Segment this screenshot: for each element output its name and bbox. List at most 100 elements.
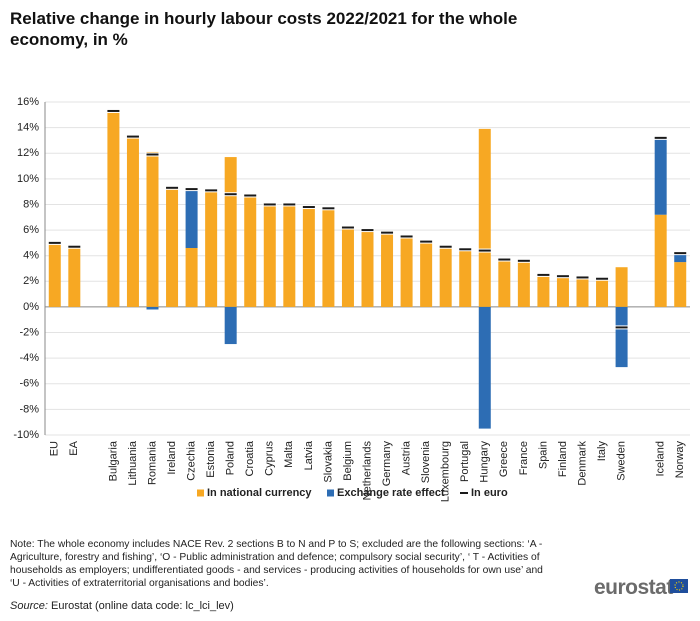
bar xyxy=(537,274,550,307)
x-tick-label: Germany xyxy=(381,441,393,487)
bar xyxy=(185,189,198,249)
x-tick-label: Latvia xyxy=(303,440,315,470)
bar xyxy=(576,277,589,307)
logo-text: eurostat xyxy=(594,576,673,599)
bar xyxy=(283,204,296,307)
legend-swatch xyxy=(327,489,334,497)
x-tick-label: Estonia xyxy=(205,440,217,478)
bar xyxy=(556,276,569,307)
bar xyxy=(615,306,628,368)
x-tick-label: France xyxy=(518,441,530,475)
y-tick-label: -6% xyxy=(19,378,39,390)
bar xyxy=(654,137,667,215)
y-tick-label: -10% xyxy=(13,429,39,441)
legend-label: In euro xyxy=(471,487,508,499)
x-tick-label: Greece xyxy=(498,441,510,477)
x-tick-label: Romania xyxy=(146,440,158,485)
note-line: Agriculture, forestry and fishing’, ‘O -… xyxy=(10,552,540,563)
y-tick-label: -8% xyxy=(19,403,39,415)
bar xyxy=(517,260,530,307)
legend-label: In national currency xyxy=(207,487,312,499)
x-tick-label: Croatia xyxy=(244,440,256,476)
x-tick-label: Spain xyxy=(537,441,549,469)
bar xyxy=(322,208,335,307)
bar xyxy=(400,236,413,307)
y-tick-label: -2% xyxy=(19,326,39,338)
y-tick-label: 2% xyxy=(23,275,39,287)
bar xyxy=(224,306,237,345)
source-text: Eurostat (online data code: lc_lci_lev) xyxy=(50,600,234,612)
x-tick-label: Finland xyxy=(557,441,569,477)
x-tick-label: Lithuania xyxy=(127,440,139,486)
bar xyxy=(420,241,433,307)
x-tick-label: Sweden xyxy=(615,441,627,481)
x-tick-label: Hungary xyxy=(479,441,491,483)
x-tick-label: Netherlands xyxy=(361,441,373,501)
bar xyxy=(361,230,374,307)
x-tick-label: Iceland xyxy=(655,441,667,476)
y-tick-label: 14% xyxy=(17,122,39,134)
source: Source: Eurostat (online data code: lc_l… xyxy=(10,600,234,612)
y-tick-label: 10% xyxy=(17,173,39,185)
x-tick-label: Poland xyxy=(225,441,237,475)
bar xyxy=(146,306,159,310)
bar xyxy=(185,248,198,307)
bar xyxy=(498,259,511,307)
note: Note: The whole economy includes NACE Re… xyxy=(10,538,543,590)
y-tick-label: -4% xyxy=(19,352,39,364)
bar xyxy=(244,195,257,307)
source-label: Source: xyxy=(10,600,48,612)
note-line: households as employers; undifferentiate… xyxy=(10,565,543,576)
legend-swatch xyxy=(197,489,204,497)
x-tick-label: Malta xyxy=(283,440,295,468)
bar xyxy=(205,190,218,307)
bar xyxy=(439,246,452,307)
bar xyxy=(263,204,276,307)
x-tick-label: EU xyxy=(49,441,61,456)
y-tick-label: 6% xyxy=(23,224,39,236)
x-tick-label: Bulgaria xyxy=(107,440,119,481)
bar xyxy=(224,157,237,307)
logo: eurostat xyxy=(594,576,688,600)
note-line: ‘U - Activities of extraterritorial orga… xyxy=(10,578,269,589)
bar xyxy=(381,232,394,307)
legend-label: Exchange rate effect xyxy=(337,487,445,499)
bar xyxy=(596,278,609,307)
x-tick-label: Belgium xyxy=(342,441,354,481)
x-tick-label: Norway xyxy=(674,441,686,479)
x-tick-label: Luxembourg xyxy=(440,441,452,502)
x-tick-label: Portugal xyxy=(459,441,471,482)
y-tick-label: 0% xyxy=(23,301,39,313)
x-tick-label: Slovenia xyxy=(420,440,432,483)
eu-flag xyxy=(670,579,688,593)
bar xyxy=(478,128,491,307)
bar xyxy=(126,136,139,307)
x-tick-label: Italy xyxy=(596,441,608,462)
bar xyxy=(654,214,667,307)
x-tick-label: Czechia xyxy=(185,440,197,481)
bar xyxy=(146,151,159,307)
y-tick-label: 4% xyxy=(23,250,39,262)
y-tick-label: 8% xyxy=(23,198,39,210)
bar xyxy=(674,253,687,263)
x-tick-label: EA xyxy=(68,440,80,455)
y-tick-label: 16% xyxy=(17,96,39,108)
x-tick-label: Cyprus xyxy=(264,441,276,476)
bar xyxy=(341,227,354,307)
bar xyxy=(48,242,61,307)
x-tick-label: Denmark xyxy=(576,441,588,486)
bar xyxy=(68,246,81,307)
bar xyxy=(615,267,628,307)
y-tick-label: 12% xyxy=(17,147,39,159)
bar xyxy=(166,187,179,307)
x-tick-label: Slovakia xyxy=(322,440,334,482)
bar xyxy=(302,207,315,307)
bar xyxy=(459,249,472,307)
chart-title: Relative change in hourly labour costs 2… xyxy=(10,9,518,49)
x-tick-label: Ireland xyxy=(166,441,178,475)
x-tick-label: Austria xyxy=(400,440,412,475)
bar xyxy=(674,262,687,307)
bar xyxy=(107,110,120,307)
